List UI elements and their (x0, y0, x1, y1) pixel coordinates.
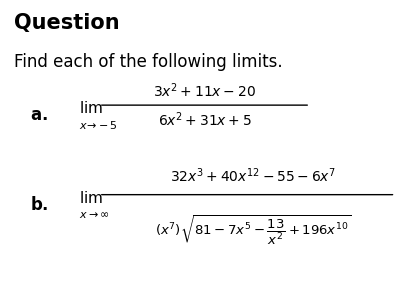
Text: $x\to\infty$: $x\to\infty$ (79, 210, 109, 220)
Text: $32x^3+40x^{12}-55-6x^7$: $32x^3+40x^{12}-55-6x^7$ (170, 167, 336, 185)
Text: $\mathbf{b.}$: $\mathbf{b.}$ (30, 196, 48, 214)
Text: $6x^2+31x+5$: $6x^2+31x+5$ (157, 110, 252, 129)
Text: $\lim$: $\lim$ (79, 100, 103, 116)
Text: $x\!\to\!-5$: $x\!\to\!-5$ (79, 119, 117, 131)
Text: $\lim$: $\lim$ (79, 189, 103, 205)
Text: $(x^7)\sqrt{81-7x^5-\dfrac{13}{x^2}+196x^{10}}$: $(x^7)\sqrt{81-7x^5-\dfrac{13}{x^2}+196x… (155, 214, 351, 247)
Text: Question: Question (13, 13, 119, 33)
Text: $\mathbf{a.}$: $\mathbf{a.}$ (30, 106, 48, 124)
Text: $3x^2+11x-20$: $3x^2+11x-20$ (153, 82, 256, 100)
Text: Find each of the following limits.: Find each of the following limits. (13, 53, 282, 71)
